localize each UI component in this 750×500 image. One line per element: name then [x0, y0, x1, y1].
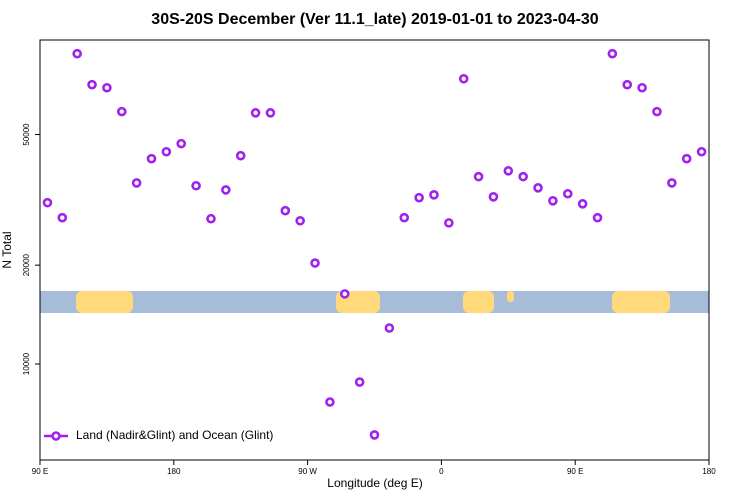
- land-patch: [612, 291, 670, 313]
- point: [414, 192, 424, 203]
- point: [592, 212, 603, 223]
- plot-frame: [39, 39, 710, 461]
- point: [518, 171, 528, 182]
- point: [429, 190, 439, 200]
- point: [488, 192, 499, 202]
- point: [295, 215, 305, 226]
- point: [533, 183, 543, 193]
- x-tick-label: 180: [702, 467, 716, 476]
- point: [250, 108, 261, 118]
- y-tick-label: 20000: [22, 253, 31, 276]
- land-patch: [76, 291, 133, 313]
- point: [102, 82, 112, 93]
- point: [146, 153, 157, 164]
- point: [607, 48, 618, 59]
- point: [72, 48, 82, 59]
- x-axis-label: Longitude (deg E): [327, 476, 422, 490]
- point: [696, 146, 707, 157]
- y-tick-label: 10000: [22, 352, 31, 375]
- point: [221, 185, 231, 195]
- chart-title: 30S-20S December (Ver 11.1_late) 2019-01…: [151, 11, 599, 28]
- point: [57, 212, 68, 223]
- x-tick-label: 90 E: [32, 467, 48, 476]
- point: [206, 213, 216, 224]
- x-tick-label: 90 E: [567, 467, 583, 476]
- point: [339, 289, 350, 299]
- point: [577, 199, 588, 209]
- point: [176, 138, 187, 149]
- land-patch: [507, 291, 514, 302]
- point: [399, 212, 410, 223]
- point: [681, 153, 692, 164]
- point: [503, 166, 514, 176]
- point: [265, 108, 276, 118]
- y-tick-label: 50000: [22, 123, 31, 146]
- point: [667, 178, 677, 188]
- legend-marker: [51, 431, 61, 441]
- land-patch: [463, 291, 494, 313]
- point: [652, 106, 662, 117]
- point: [280, 205, 291, 216]
- land-ocean-band: [40, 291, 709, 313]
- x-tick-label: 0: [439, 467, 444, 476]
- point: [458, 73, 469, 84]
- point: [116, 106, 127, 117]
- point: [325, 397, 335, 407]
- point: [369, 430, 380, 440]
- point: [131, 178, 142, 188]
- point: [191, 180, 201, 191]
- x-tick-label: 180: [167, 467, 181, 476]
- point: [161, 146, 172, 157]
- point: [444, 218, 454, 228]
- point: [473, 171, 484, 182]
- point: [235, 150, 246, 161]
- point: [637, 82, 647, 93]
- point: [354, 377, 365, 387]
- point: [562, 188, 573, 199]
- legend-label: Land (Nadir&Glint) and Ocean (Glint): [76, 428, 273, 442]
- point: [548, 196, 558, 206]
- point: [87, 79, 97, 90]
- y-axis-label: N Total: [0, 231, 14, 268]
- point: [310, 258, 320, 268]
- point: [384, 323, 395, 333]
- point: [42, 197, 53, 208]
- x-tick-label: 90 W: [298, 467, 317, 476]
- point: [622, 79, 633, 90]
